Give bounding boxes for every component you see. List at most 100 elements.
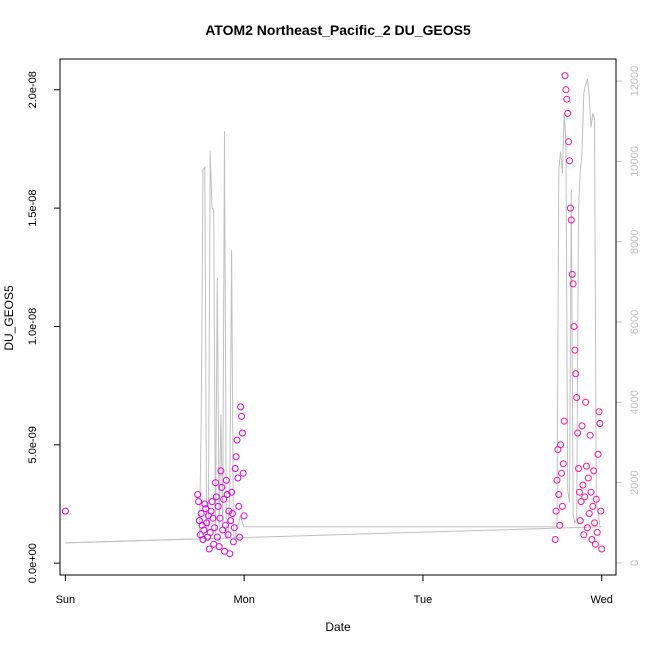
altitude-line [65,78,601,544]
data-point [228,488,236,496]
data-point [593,528,601,536]
data-point [584,474,592,482]
data-point [209,514,217,522]
x-tick-label: Sun [56,594,76,606]
data-point [215,543,223,551]
y2-tick-label: 6000 [629,310,641,334]
data-point [197,510,205,517]
data-point [227,517,235,525]
data-point [570,323,578,330]
data-point [587,488,595,496]
data-point [561,72,569,80]
x-axis-label: Date [325,620,351,634]
y-tick-label: 1.5e-08 [27,189,39,226]
data-point [221,521,229,529]
data-point [594,450,602,458]
data-point [208,498,216,506]
y2-tick-label: 10000 [629,146,641,177]
data-point [583,462,590,470]
x-tick-label: Wed [590,594,612,606]
data-point [567,216,575,224]
data-point [213,533,221,541]
data-point [591,540,599,548]
data-point [231,465,239,472]
data-point [575,465,582,472]
data-point [206,528,214,536]
y-tick-label: 1.0e-08 [27,308,39,345]
data-point [226,550,234,558]
data-point [596,420,604,427]
data-point [566,204,574,212]
data-point [575,488,583,496]
data-point [597,507,605,515]
data-point [581,493,589,501]
y-tick-label: 2.0e-08 [27,71,39,108]
data-point [564,109,572,117]
y2-tick-label: 0 [629,560,641,566]
data-point [239,469,247,477]
data-point [569,280,577,288]
x-tick-label: Tue [414,594,433,606]
chart-title: ATOM2 Northeast_Pacific_2 DU_GEOS5 [205,22,471,38]
data-point [225,507,233,515]
data-point [598,545,606,553]
y2-tick-label: 2000 [629,470,641,494]
data-point [240,512,248,520]
data-point [229,538,237,546]
data-point [237,403,245,411]
data-point [580,531,588,539]
data-point [578,422,586,430]
data-point [568,270,576,278]
data-point [574,429,582,437]
x-tick-label: Mon [233,594,254,606]
y2-tick-label: 8000 [629,229,641,253]
data-point [573,394,581,401]
data-point [558,502,566,510]
data-point [577,498,585,506]
data-point [588,536,596,543]
data-point [551,536,559,543]
data-point [553,476,561,484]
data-point [229,510,236,517]
data-point [201,500,209,508]
data-point [212,493,220,501]
data-point [559,460,567,468]
data-point [207,507,215,515]
data-point [211,524,219,532]
plot-layer [61,72,606,558]
data-point [576,517,584,525]
data-point [236,533,244,541]
axes-layer: Sun Mon Tue Wed 0.0e+00 5.0e-09 1.0e-08 1.5e-08… [27,66,641,606]
data-point [565,138,573,146]
data-point [585,510,593,517]
data-point [589,502,597,510]
y-tick-label: 5.0e-09 [27,426,39,463]
data-point [233,436,241,444]
data-point [220,495,228,503]
data-point [238,412,245,420]
data-point [238,429,246,437]
data-point [235,502,243,510]
data-point [556,521,564,529]
data-point [216,514,224,522]
data-point [592,495,600,503]
data-point [572,370,580,378]
data-point [579,481,587,489]
data-point [194,491,202,498]
data-point [552,507,560,515]
y-axis-label: DU_GEOS5 [2,285,16,351]
plot-frame [59,58,617,576]
data-point [557,441,565,449]
y2-tick-label: 4000 [629,390,641,414]
data-point [218,483,226,491]
data-point [212,479,219,487]
data-point [582,398,590,406]
data-point [566,157,573,165]
data-point [205,545,213,553]
data-point [562,86,570,94]
data-point [590,467,598,475]
data-point [224,531,232,539]
data-point [591,519,598,527]
data-point [217,467,225,475]
